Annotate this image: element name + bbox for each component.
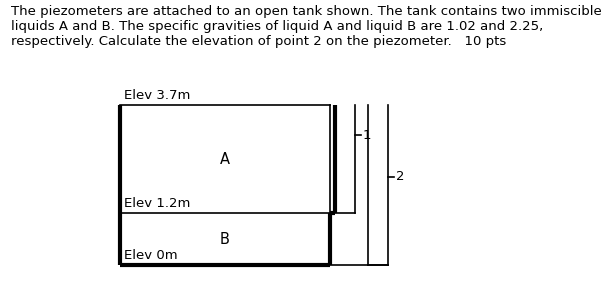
Text: Elev 0m: Elev 0m [124,249,178,262]
Text: 1: 1 [363,129,371,142]
Text: Elev 3.7m: Elev 3.7m [124,89,190,102]
Text: 2: 2 [396,171,405,184]
Text: The piezometers are attached to an open tank shown. The tank contains two immisc: The piezometers are attached to an open … [11,5,602,47]
Text: Elev 1.2m: Elev 1.2m [124,197,190,210]
Text: B: B [220,232,230,246]
Text: A: A [220,152,230,167]
